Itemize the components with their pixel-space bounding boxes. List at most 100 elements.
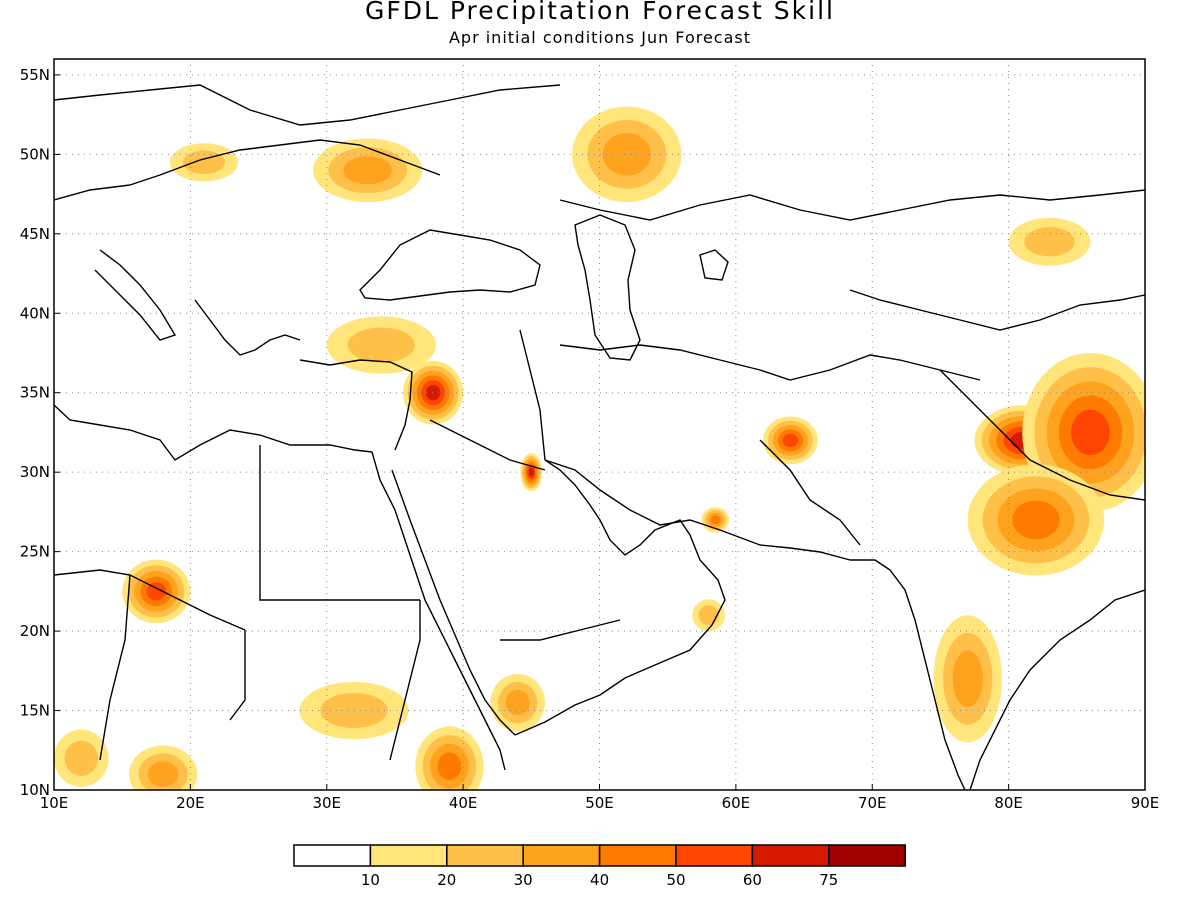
skill-region-hungary (169, 143, 239, 182)
coastline-layer (54, 84, 1145, 790)
skill-contour-level-3 (952, 650, 983, 708)
chart-subtitle: Apr initial conditions Jun Forecast (448, 28, 752, 47)
border-china-west (849, 289, 1145, 331)
border-europe-2 (54, 84, 561, 126)
lat-tick-label: 15N (20, 702, 50, 720)
skill-contour-level-2 (64, 740, 99, 776)
lat-tick-label: 55N (20, 66, 50, 84)
colorbar-level-label: 50 (666, 871, 685, 889)
lat-tick-label: 30N (20, 463, 50, 481)
lon-tick-label: 30E (312, 794, 341, 812)
coastline-arabia-west (391, 469, 516, 736)
coastline-turkey-south (299, 359, 413, 451)
skill-region-ukraine (313, 138, 423, 203)
coastline-india-east (969, 589, 1145, 790)
skill-contour-level-2 (347, 327, 415, 363)
coastline-north-africa (54, 404, 373, 461)
lat-tick-label: 20N (20, 622, 50, 640)
skill-contour-level-6 (425, 385, 441, 401)
lon-tick-label: 80E (994, 794, 1023, 812)
skill-contour-level-2 (698, 605, 719, 625)
colorbar-swatch (828, 844, 906, 867)
lat-tick-label: 25N (20, 543, 50, 561)
skill-contour-level-3 (505, 689, 530, 716)
colorbar-legend: 10 20 30 40 50 60 75 (293, 844, 906, 889)
skill-shading-layer (54, 106, 1145, 790)
lat-tick-label: 10N (20, 781, 50, 799)
colorbar-swatch (293, 844, 372, 867)
border-kazakhstan (559, 189, 1145, 221)
skill-region-chad (122, 559, 191, 624)
lon-tick-label: 10E (40, 794, 69, 812)
lon-tick-label: 60E (722, 794, 751, 812)
skill-contour-level-5 (782, 433, 799, 448)
colorbar-swatch (675, 844, 754, 867)
skill-contour-level-2 (1024, 227, 1075, 257)
colorbar-level-label: 60 (743, 871, 762, 889)
skill-contour-level-3 (147, 761, 179, 787)
skill-region-syria (403, 360, 464, 425)
lon-tick-label: 20E (176, 794, 205, 812)
skill-region-nepal-gangetic (967, 464, 1105, 576)
colorbar-swatch (369, 844, 448, 867)
lat-tick-label: 35N (20, 384, 50, 402)
border-himalaya (939, 369, 1145, 501)
coastline-red-sea-west (371, 451, 506, 771)
skill-contour-level-3 (343, 156, 392, 185)
skill-region-turkey-south (326, 316, 436, 374)
skill-region-tibet-east (1022, 353, 1145, 512)
skill-region-central-india (933, 615, 1002, 743)
lon-tick-label: 40E (449, 794, 478, 812)
border-libya-egypt (259, 445, 420, 601)
border-iran-iraq (519, 329, 546, 461)
lat-tick-label: 40N (20, 304, 50, 322)
coastline-arabia-south (514, 459, 726, 736)
colorbar-level-label: 75 (819, 871, 838, 889)
border-libya-chad (54, 569, 246, 631)
border-saudi-yemen (500, 619, 621, 641)
skill-contour-level-4 (1012, 500, 1060, 540)
coastline-italy (94, 249, 177, 341)
border-europe-1 (54, 139, 441, 201)
border-pakistan (759, 439, 861, 546)
colorbar-level-label: 30 (514, 871, 533, 889)
skill-region-yemen (490, 673, 545, 732)
axis-ticks: 10E 20E 30E 40E 50E 60E 70E 80E 90E 10N 15N 20N 25N 3… (20, 66, 1160, 812)
lon-tick-label: 90E (1131, 794, 1160, 812)
skill-region-chad-lake (54, 729, 109, 787)
chart-title: GFDL Precipitation Forecast Skill (364, 0, 835, 25)
coastline-caspian (574, 214, 641, 361)
coastline-black-sea (359, 229, 541, 301)
border-iran-north (559, 344, 761, 371)
coastline-iran-south (544, 459, 851, 561)
coastline-greece (194, 299, 301, 356)
border-chad-niger (99, 574, 131, 761)
coastline-india-west (850, 559, 966, 790)
skill-contour-level-5 (1070, 409, 1110, 456)
skill-region-chad-south (129, 745, 198, 790)
colorbar-level-label: 10 (361, 871, 380, 889)
colorbar-level-label: 20 (437, 871, 456, 889)
skill-contour-level-4 (437, 752, 462, 780)
lon-tick-label: 50E (585, 794, 614, 812)
colorbar-level-label: 40 (590, 871, 609, 889)
colorbar-swatch (522, 844, 601, 867)
lat-tick-label: 45N (20, 225, 50, 243)
skill-region-ethiopia (415, 726, 484, 790)
skill-contour-level-3 (602, 133, 652, 176)
border-sudan-ethiopia (389, 600, 421, 761)
coastline-aral (699, 249, 729, 281)
colorbar-swatch (598, 844, 677, 867)
border-chad-sudan (229, 630, 246, 721)
skill-contour-level-4 (710, 515, 721, 525)
border-iraq-saudi (429, 419, 546, 471)
colorbar-swatch (751, 844, 830, 867)
skill-region-kazakhstan-west (572, 106, 682, 203)
skill-region-iraq-south (520, 453, 543, 492)
skill-contour-level-5 (146, 582, 167, 601)
skill-contour-level-6 (528, 467, 534, 477)
skill-region-china-west (1008, 217, 1091, 266)
lon-tick-label: 70E (858, 794, 887, 812)
skill-region-afghanistan (763, 416, 818, 465)
